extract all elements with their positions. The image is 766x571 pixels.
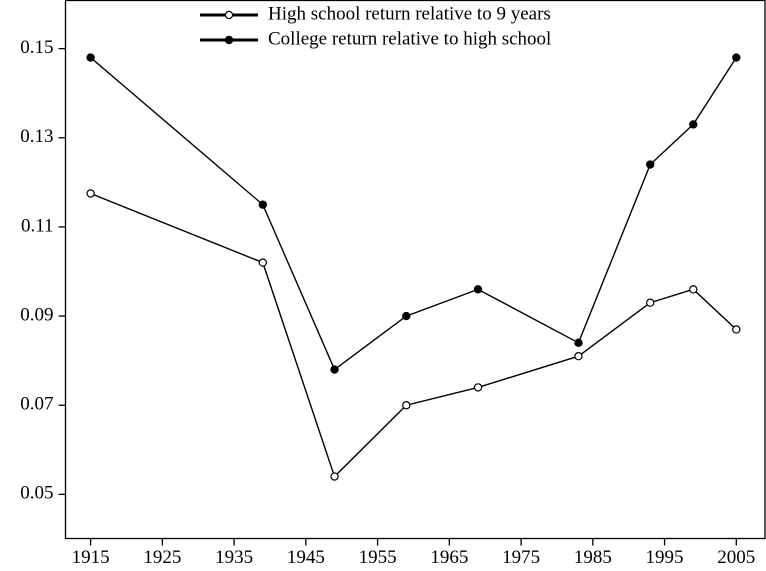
- legend-marker: [224, 10, 234, 20]
- data-point: [574, 351, 583, 361]
- plot-frame: [64, 0, 766, 540]
- data-point: [646, 160, 655, 169]
- y-tick-label: 0.05: [20, 483, 53, 504]
- y-tick-label: 0.09: [20, 304, 53, 325]
- x-tick-label: 1935: [215, 547, 253, 568]
- data-point: [402, 401, 411, 410]
- legend-label: College return relative to high school: [268, 28, 551, 49]
- legend-marker: [224, 35, 234, 45]
- data-point: [86, 189, 95, 198]
- data-point: [330, 365, 339, 374]
- data-point: [732, 325, 741, 334]
- data-point: [86, 53, 95, 62]
- y-tick-label: 0.15: [20, 37, 53, 58]
- data-point: [258, 258, 267, 267]
- data-point: [473, 285, 483, 294]
- y-tick-label: 0.07: [20, 394, 53, 415]
- data-point: [330, 472, 339, 481]
- data-point: [402, 311, 411, 321]
- x-tick-label: 1995: [646, 547, 684, 568]
- x-tick-label: 2005: [717, 547, 755, 568]
- data-point: [473, 383, 483, 392]
- x-tick-label: 1945: [287, 547, 325, 568]
- data-point: [646, 298, 655, 307]
- data-point: [689, 120, 698, 129]
- data-point: [258, 200, 267, 209]
- y-tick-label: 0.11: [21, 215, 54, 236]
- x-tick-label: 1965: [430, 547, 468, 568]
- x-tick-label: 1975: [502, 547, 540, 568]
- data-point: [732, 53, 741, 62]
- y-tick-label: 0.13: [20, 126, 53, 147]
- data-point: [574, 338, 583, 348]
- legend-label: High school return relative to 9 years: [268, 3, 551, 24]
- x-tick-label: 1985: [574, 547, 612, 568]
- series-line: [90, 57, 737, 371]
- x-tick-label: 1925: [143, 547, 181, 568]
- x-tick-label: 1915: [72, 547, 110, 568]
- data-point: [689, 285, 698, 294]
- x-tick-label: 1955: [359, 547, 397, 568]
- series-line: [90, 192, 737, 478]
